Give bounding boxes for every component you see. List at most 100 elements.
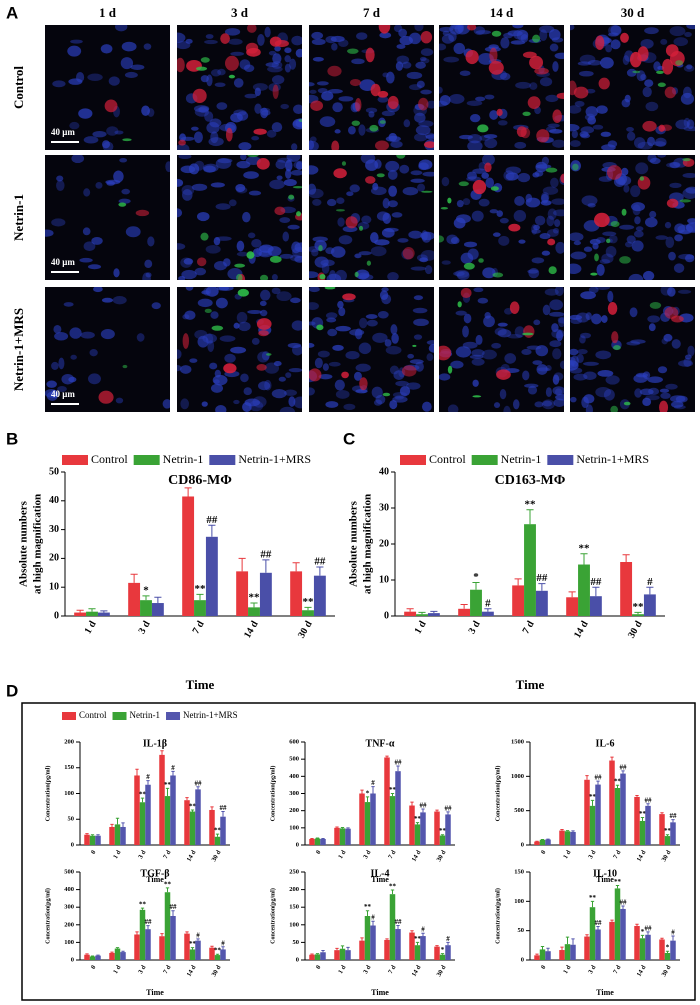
nucleus xyxy=(248,190,262,196)
nucleus xyxy=(387,200,398,208)
significance-mark: ** xyxy=(525,498,537,510)
green-stain xyxy=(266,353,272,356)
nucleus xyxy=(100,328,115,340)
nucleus xyxy=(325,312,338,319)
bar xyxy=(314,954,321,960)
x-tick-label: 1 d xyxy=(413,619,429,636)
error-bar xyxy=(646,803,650,806)
y-tick-label: 40 xyxy=(49,495,59,506)
x-tick-label: 30 d xyxy=(211,849,223,863)
bar xyxy=(97,612,110,616)
nucleus xyxy=(481,172,489,179)
column-label: 14 d xyxy=(490,5,514,20)
nucleus xyxy=(374,239,390,246)
column-label: 1 d xyxy=(99,5,117,20)
nucleus xyxy=(450,360,464,369)
green-stain xyxy=(122,138,132,142)
column-label: 30 d xyxy=(621,5,645,20)
nucleus xyxy=(359,317,368,329)
significance-mark: ** xyxy=(589,793,597,801)
nucleus xyxy=(634,216,641,225)
nucleus xyxy=(316,81,329,86)
bar xyxy=(458,608,471,616)
nucleus xyxy=(664,221,672,229)
error-bar xyxy=(596,780,600,785)
red-stain xyxy=(182,333,190,349)
y-axis-title: Absolute numbers xyxy=(18,500,30,587)
nucleus xyxy=(677,289,692,294)
nucleus xyxy=(203,165,216,173)
nucleus xyxy=(660,38,668,45)
nucleus xyxy=(264,26,271,38)
nucleus xyxy=(585,312,592,321)
nucleus xyxy=(640,73,647,81)
nucleus xyxy=(527,385,538,395)
nucleus xyxy=(210,182,225,188)
green-stain xyxy=(490,186,499,191)
nucleus xyxy=(177,208,183,218)
nucleus xyxy=(545,94,559,103)
nucleus xyxy=(79,257,93,263)
nucleus xyxy=(258,381,271,391)
error-bar xyxy=(660,937,664,940)
error-bar xyxy=(292,562,300,572)
significance-mark: ** xyxy=(614,878,622,886)
nucleus xyxy=(644,79,654,88)
red-stain xyxy=(547,238,556,246)
nucleus xyxy=(570,105,582,114)
error-bar xyxy=(514,578,522,586)
error-bar xyxy=(321,837,325,839)
green-stain xyxy=(288,194,295,200)
nucleus xyxy=(67,45,82,57)
nucleus xyxy=(285,169,292,179)
red-stain xyxy=(246,47,261,57)
bar xyxy=(302,610,314,616)
nucleus xyxy=(570,140,581,147)
nucleus xyxy=(573,240,582,246)
error-bar xyxy=(210,806,214,810)
nucleus xyxy=(375,394,386,405)
nucleus xyxy=(441,260,451,265)
nucleus xyxy=(286,155,301,162)
nucleus xyxy=(534,215,546,226)
legend-swatch xyxy=(209,455,236,465)
nucleus xyxy=(235,183,246,193)
nucleus xyxy=(390,140,403,148)
nucleus xyxy=(551,323,559,333)
nucleus xyxy=(325,35,337,44)
significance-mark: ## xyxy=(536,572,548,584)
nucleus xyxy=(552,386,564,396)
nucleus xyxy=(455,346,472,358)
nucleus xyxy=(605,375,620,385)
red-stain xyxy=(177,57,185,73)
nucleus xyxy=(583,371,597,380)
nucleus xyxy=(556,330,564,342)
micrograph: 40 μm xyxy=(45,25,170,150)
nucleus xyxy=(177,349,182,359)
nucleus xyxy=(334,379,345,391)
red-stain xyxy=(556,92,564,100)
nucleus xyxy=(338,96,354,102)
bar xyxy=(159,754,165,845)
bar xyxy=(248,607,260,616)
nucleus xyxy=(674,234,683,242)
nucleus xyxy=(92,130,107,138)
nucleus xyxy=(392,396,408,403)
bar xyxy=(209,947,215,960)
error-bar xyxy=(190,947,195,950)
error-bar xyxy=(88,608,96,612)
nucleus xyxy=(414,133,428,142)
nucleus xyxy=(71,155,85,164)
nucleus xyxy=(647,136,656,147)
nucleus xyxy=(419,56,427,62)
y-axis-title: at high magnification xyxy=(32,494,44,594)
nucleus xyxy=(311,248,319,257)
bar xyxy=(420,812,426,845)
nucleus xyxy=(309,89,317,94)
significance-mark: ## xyxy=(314,556,326,568)
nucleus xyxy=(673,37,689,47)
nucleus xyxy=(377,96,389,103)
error-bar xyxy=(146,925,150,930)
nucleus xyxy=(448,94,465,104)
bar xyxy=(389,894,396,960)
